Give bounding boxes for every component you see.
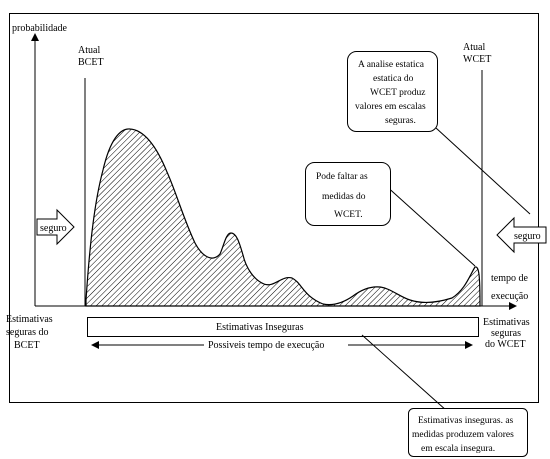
callout-mid-line2: medidas do: [322, 192, 366, 202]
callout-top-line5: seguras.: [385, 116, 416, 126]
callout-top-line3: WCET produz: [370, 88, 426, 98]
possible-times-label: Possiveis tempo de execução: [208, 340, 324, 351]
bcet-label-line2: BCET: [78, 57, 104, 68]
safe-wcet-line2: seguras: [491, 328, 521, 339]
probability-distribution-curve: [85, 128, 481, 307]
x-axis-label-line2: execução: [491, 291, 528, 302]
wcet-label-line1: Atual: [463, 42, 485, 53]
wcet-label-line2: WCET: [463, 54, 491, 65]
safe-bcet-line2: seguras do: [6, 327, 49, 338]
callout-top-line1: A analise estatica: [358, 60, 425, 70]
callout-bottom-line1: Estimativas inseguras. as: [418, 416, 514, 426]
callout-top-box: [347, 51, 438, 132]
callout-mid-box: [305, 162, 391, 226]
callout-mid-line3: WCET.: [334, 210, 363, 220]
x-axis-label-line1: tempo de: [491, 273, 528, 284]
callout-bottom-box: [408, 408, 528, 457]
callout-bottom-pointer: [361, 334, 448, 412]
safe-arrow-left-label: seguro: [40, 223, 67, 234]
callout-mid-pointer: [383, 183, 476, 267]
callout-mid-line1: Pode faltar as: [316, 171, 368, 182]
safe-bcet-line3: BCET: [14, 340, 40, 351]
callout-top-pointer: [435, 127, 531, 215]
unsafe-estimates-label: Estimativas Inseguras: [216, 322, 304, 333]
callout-bottom-line3: em escala insegura.: [421, 444, 495, 454]
callout-bottom-line2: medidas produzem valores: [412, 430, 514, 440]
safe-wcet-line1: Estimativas: [483, 317, 530, 328]
safe-arrow-left: seguro: [36, 208, 75, 246]
safe-bcet-line1: Estimativas: [6, 314, 53, 325]
bcet-label-line1: Atual: [78, 45, 100, 56]
safe-wcet-line3: do WCET: [485, 339, 526, 350]
callout-top-line2: estatica do: [373, 74, 414, 84]
safe-arrow-right-label: seguro: [514, 231, 541, 242]
unsafe-estimates-bar: [87, 317, 479, 337]
y-axis-label: probabilidade: [12, 23, 68, 34]
diagram-frame: [9, 13, 539, 403]
callout-top-line4: valores em escalas: [355, 102, 426, 112]
safe-arrow-right: seguro: [496, 216, 547, 254]
